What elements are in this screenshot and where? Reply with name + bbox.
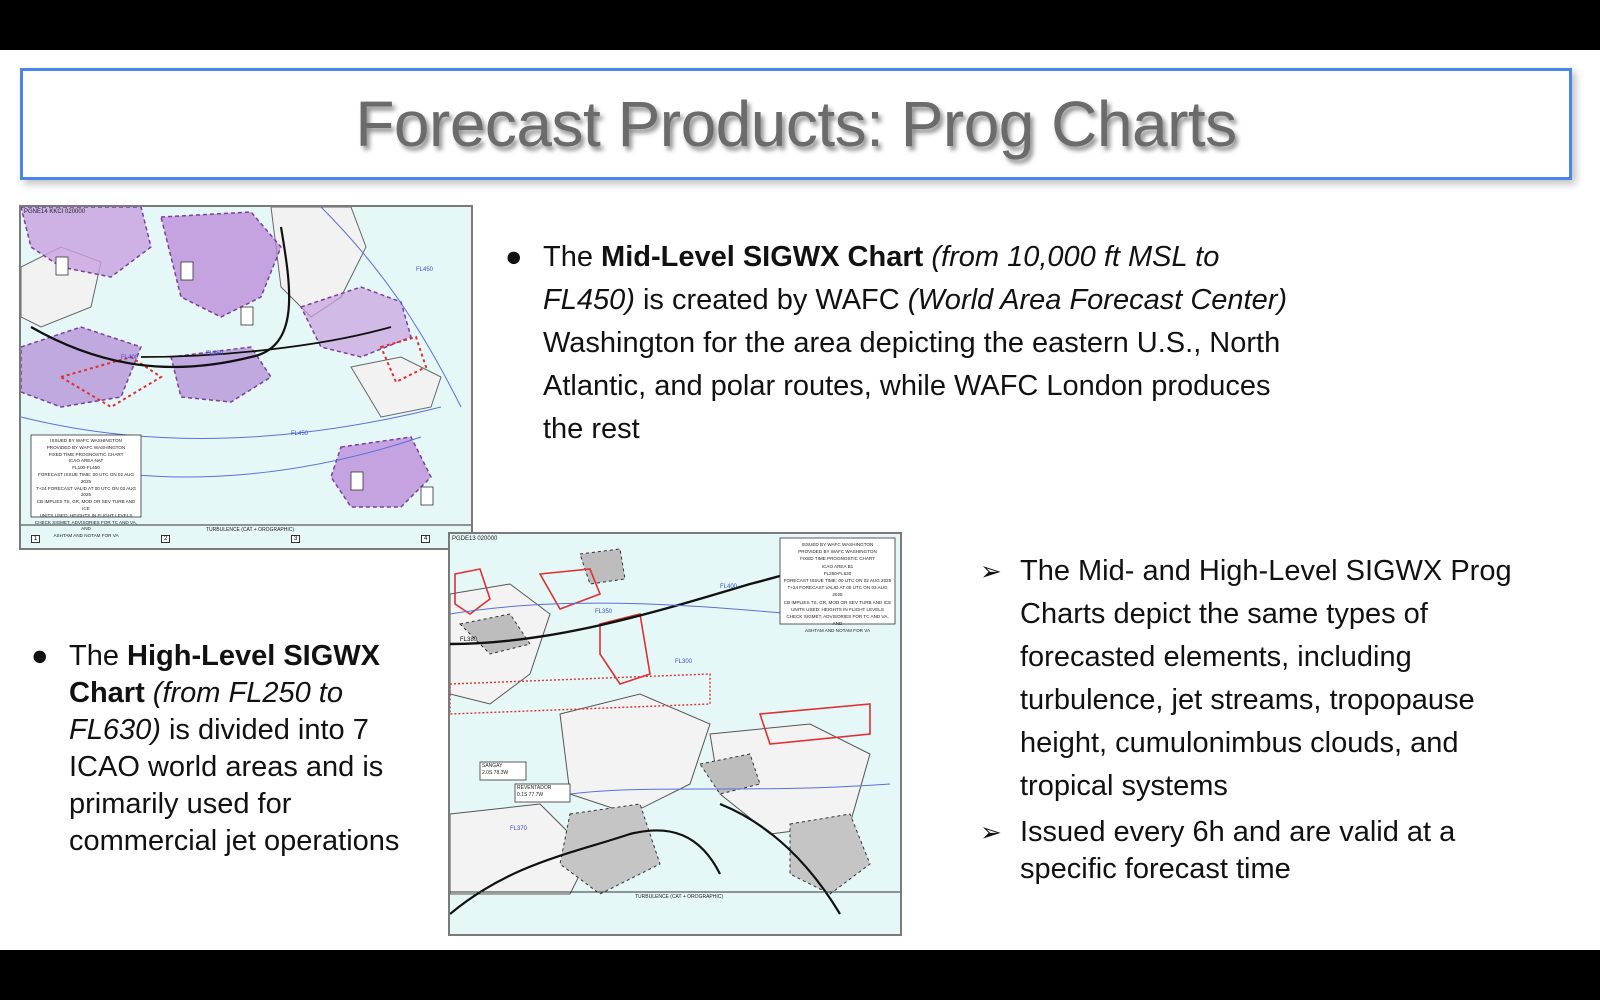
mid-legend-line: ASHTAM AND NOTAM FOR VA: [53, 533, 119, 539]
bullet-text-part: The: [69, 640, 128, 672]
arrow-bullet-icon: ➢: [980, 556, 1002, 586]
title-box: Forecast Products: Prog Charts: [20, 68, 1572, 180]
note-text: The Mid- and High-Level SIGWX Prog Chart…: [1020, 555, 1512, 802]
mid-turb-key: 4: [421, 535, 431, 543]
high-turbulence-label: TURBULENCE (CAT + OROGRAPHIC): [635, 894, 724, 900]
mid-legend-line: CHECK SIGMET, ADVISORIES FOR TC AND VA, …: [34, 519, 138, 532]
high-jet-label: FL350: [595, 609, 613, 615]
high-legend-line: FL250-FL630: [823, 570, 852, 576]
mid-turb-key: 1: [31, 535, 41, 543]
bullet-text: The Mid-Level SIGWX Chart (from 10,000 f…: [543, 236, 1295, 451]
mid-legend-line: T+24 FORECAST VALID AT 00 UTC ON 03 AUG …: [35, 485, 137, 498]
mid-jet-label: FL450: [416, 267, 434, 273]
mid-level-range: (from 10,000 ft MSL to FL450): [543, 241, 1220, 316]
mid-jet-label: FL350: [206, 351, 224, 357]
high-legend-line: FIXED TIME PROGNOSTIC CHART: [800, 556, 875, 562]
prog-chart-notes: ➢ The Mid- and High-Level SIGWX Prog Cha…: [980, 550, 1560, 888]
volcano-name: SANGAY: [482, 763, 503, 769]
volcano-position: 2.0S 78.3W: [482, 770, 509, 776]
high-legend-line: CHECK SIGMET, ADVISORIES FOR TC AND VA, …: [786, 614, 889, 627]
bullet-text-part: The: [543, 241, 602, 273]
bullet-text-part: Washington for the area depicting the ea…: [543, 327, 1281, 445]
volcano-label: SANGAY 2.0S 78.3W: [482, 763, 508, 777]
high-legend-line: ISSUED BY WAFC WASHINGTON: [801, 542, 874, 547]
high-jet-label: FL300: [675, 659, 693, 665]
mid-jet-label: FL400: [121, 355, 139, 361]
volcano-label: REVENTADOR 0.1S 77.7W: [517, 785, 551, 799]
note-item: ➢ Issued every 6h and are valid at a spe…: [980, 814, 1560, 888]
bullet-marker: ●: [505, 241, 523, 273]
bullet-item: ● The Mid-Level SIGWX Chart (from 10,000…: [505, 236, 1295, 451]
high-jet-label: FL400: [720, 584, 738, 590]
bullet-marker: ●: [31, 640, 49, 672]
bullet-text-part: is created by WAFC: [634, 284, 908, 316]
high-legend-line: ICAO AREA B1: [821, 563, 854, 569]
slide: Forecast Products: Prog Charts: [0, 50, 1600, 950]
bullet-item: ● The High-Level SIGWX Chart (from FL250…: [31, 638, 441, 860]
high-legend-line: UNITS USED: HEIGHTS IN FLIGHT LEVELS: [791, 606, 884, 612]
wafc-expansion: (World Area Forecast Center): [907, 284, 1288, 316]
slide-title: Forecast Products: Prog Charts: [355, 88, 1237, 160]
mid-turb-key: 3: [291, 535, 301, 543]
bullet-text: The High-Level SIGWX Chart (from FL250 t…: [69, 638, 441, 860]
high-level-description: ● The High-Level SIGWX Chart (from FL250…: [31, 638, 441, 860]
mid-legend-line: FL100-FL450: [72, 465, 100, 471]
high-legend-line: ASHTAM AND NOTAM FOR VA: [804, 628, 871, 634]
mid-jet-label: FL450: [291, 431, 309, 437]
mid-legend-line: ICAO AREA NAT: [68, 458, 104, 464]
mid-legend-line: CB IMPLIES TS, GR, MOD OR SEV TURB AND I…: [36, 499, 136, 511]
high-jet-label: FL380: [460, 637, 478, 643]
mid-legend-line: FORECAST ISSUE TIME: 00 UTC ON 02 AUG 20…: [37, 471, 135, 484]
high-level-chart-graphic: [450, 534, 900, 934]
mid-chart-header: PGNE14 KKCI 020000: [24, 209, 86, 215]
note-item: ➢ The Mid- and High-Level SIGWX Prog Cha…: [980, 550, 1560, 808]
high-level-sigwx-chart-image: PGDE13 020000 ISSUED BY WAFC WASHINGTON …: [448, 532, 902, 936]
mid-turbulence-label: TURBULENCE (CAT + OROGRAPHIC): [206, 527, 295, 533]
mid-legend-line: FIXED TIME PROGNOSTIC CHART: [48, 451, 124, 457]
high-legend-line: FORECAST ISSUE TIME: 00 UTC ON 02 AUG 20…: [783, 578, 892, 584]
high-level-range: (from FL250 to FL630): [69, 677, 343, 746]
high-legend-line: T+24 FORECAST VALID AT 00 UTC ON 03 AUG …: [787, 585, 888, 598]
volcano-position: 0.1S 77.7W: [517, 792, 544, 798]
high-legend-line: PROVIDED BY WAFC WASHINGTON: [798, 549, 877, 555]
mid-chart-legend: ISSUED BY WAFC WASHINGTON PROVIDED BY WA…: [33, 438, 139, 540]
mid-level-description: ● The Mid-Level SIGWX Chart (from 10,000…: [505, 236, 1295, 451]
mid-legend-line: PROVIDED BY WAFC WASHINGTON: [46, 444, 126, 450]
high-level-chart-name: High-Level SIGWX Chart: [69, 640, 381, 709]
bullet-text-part: is divided into 7 ICAO world areas and i…: [69, 714, 400, 857]
mid-legend-line: UNITS USED: HEIGHTS IN FLIGHT LEVELS: [39, 512, 133, 518]
high-jet-label: FL370: [510, 826, 528, 832]
mid-level-chart-name: Mid-Level SIGWX Chart: [601, 241, 924, 273]
mid-level-sigwx-chart-image: PGNE14 KKCI 020000 ISSUED BY WAFC WASHIN…: [19, 205, 473, 550]
high-chart-header: PGDE13 020000: [452, 536, 498, 542]
high-legend-line: CB IMPLIES TS, GR, MOD OR SEV TURB AND I…: [783, 599, 892, 605]
mid-level-chart-graphic: [21, 207, 471, 548]
mid-legend-line: ISSUED BY WAFC WASHINGTON: [50, 438, 122, 443]
mid-turb-key: 2: [161, 535, 171, 543]
volcano-name: REVENTADOR: [517, 785, 552, 791]
high-chart-legend: ISSUED BY WAFC WASHINGTON PROVIDED BY WA…: [782, 541, 893, 635]
note-text: Issued every 6h and are valid at a speci…: [1020, 816, 1456, 885]
arrow-bullet-icon: ➢: [980, 817, 1002, 847]
